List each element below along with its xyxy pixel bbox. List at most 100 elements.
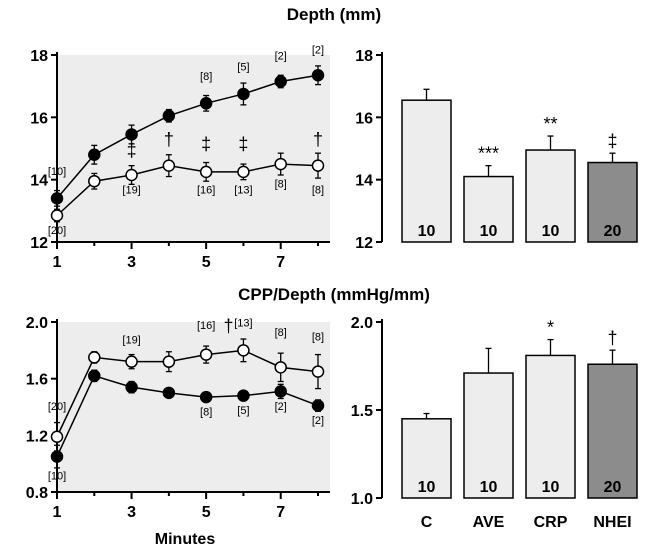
y-tick-label: 1.0 xyxy=(351,491,373,508)
data-point-open xyxy=(125,168,138,182)
bar-sample-size: 20 xyxy=(604,479,622,496)
depth-bar-chart: 12 14 16 18 10 10 *** 10 ** 20 ‡ xyxy=(355,48,638,252)
cpp-line-chart: 0.8 1.2 1.6 2.0 1 3 5 7 [20] [10] [19] [16] [13] [8] [… xyxy=(26,315,330,521)
significance-marker: ‡ xyxy=(607,131,617,151)
data-point-filled xyxy=(199,390,213,404)
data-point-filled xyxy=(311,399,325,412)
data-point-filled xyxy=(274,385,287,398)
series-line-open xyxy=(56,163,319,217)
sample-size-annotation: [8] xyxy=(312,185,324,197)
bar-sample-size: 10 xyxy=(480,479,498,496)
bar-sample-size: 10 xyxy=(542,223,560,240)
data-point-filled xyxy=(88,369,101,383)
y-tick-label: 1.2 xyxy=(26,428,48,445)
bar-sample-size: 10 xyxy=(542,479,560,496)
sample-size-annotation: [2] xyxy=(312,44,324,56)
x-tick-label: 5 xyxy=(202,504,211,521)
data-point-filled xyxy=(199,97,213,110)
significance-marker: † xyxy=(224,316,234,336)
plot-background xyxy=(57,55,330,242)
y-tick-label: 16 xyxy=(355,110,373,127)
data-point-filled xyxy=(162,386,176,400)
data-point-filled xyxy=(50,192,64,205)
y-tick-label: 0.8 xyxy=(26,485,48,502)
data-point-open xyxy=(274,361,287,374)
data-point-filled xyxy=(311,69,325,82)
sample-size-annotation: [13] xyxy=(234,317,252,329)
sample-size-annotation: [5] xyxy=(237,405,249,417)
x-tick-label: 3 xyxy=(127,504,136,521)
sample-size-annotation: [5] xyxy=(237,62,249,74)
plot-background xyxy=(57,322,330,492)
sample-size-annotation: [13] xyxy=(234,185,252,197)
bar-crp xyxy=(525,354,576,499)
data-point-filled xyxy=(125,380,138,394)
significance-marker: *** xyxy=(478,144,499,164)
data-point-filled xyxy=(50,450,64,463)
sample-size-annotation: [19] xyxy=(122,185,140,197)
y-tick-label: 12 xyxy=(355,235,373,252)
data-point-filled xyxy=(237,389,250,402)
data-point-open xyxy=(50,209,64,222)
x-tick-label: CRP xyxy=(534,514,568,531)
x-tick-label: 1 xyxy=(53,504,62,521)
data-point-open xyxy=(237,165,250,179)
sample-size-annotation: [8] xyxy=(200,407,212,419)
sample-size-annotation: [8] xyxy=(275,178,287,190)
data-point-open xyxy=(88,351,101,364)
y-tick-label: 16 xyxy=(30,110,48,127)
data-point-open xyxy=(162,159,176,172)
sample-size-annotation: [8] xyxy=(312,331,324,343)
data-point-filled xyxy=(125,128,138,141)
bar-c xyxy=(401,99,452,243)
y-tick-label: 14 xyxy=(30,173,48,190)
x-tick-label: AVE xyxy=(473,514,505,531)
y-tick-label: 14 xyxy=(355,173,373,190)
series-line-filled xyxy=(56,74,319,199)
series-line-filled xyxy=(56,374,319,457)
x-axis-label-minutes: Minutes xyxy=(155,531,216,546)
sample-size-annotation: [2] xyxy=(275,51,287,63)
data-point-filled xyxy=(274,75,287,88)
bar-ave xyxy=(463,175,514,243)
x-tick-label: 7 xyxy=(276,254,285,271)
data-point-filled xyxy=(88,148,101,161)
bar-sample-size: 10 xyxy=(480,223,498,240)
data-point-open xyxy=(311,365,325,378)
bar-nhei xyxy=(587,161,638,243)
cpp-section-title: CPP/Depth (mmHg/mm) xyxy=(238,285,430,304)
sample-size-annotation: [8] xyxy=(275,327,287,339)
x-tick-label: 1 xyxy=(53,254,62,271)
significance-marker: † xyxy=(313,129,323,149)
y-tick-label: 18 xyxy=(30,48,48,65)
significance-marker: ‡ xyxy=(201,134,211,154)
significance-marker: ‡ xyxy=(127,140,137,160)
data-point-open xyxy=(88,174,101,188)
x-tick-label: 5 xyxy=(202,254,211,271)
data-point-open xyxy=(237,344,250,357)
data-point-open xyxy=(199,348,213,361)
sample-size-annotation: [10] xyxy=(48,470,66,482)
x-tick-label: NHEI xyxy=(593,514,631,531)
data-point-open xyxy=(162,355,176,368)
sample-size-annotation: [20] xyxy=(48,225,66,237)
sample-size-annotation: [16] xyxy=(197,185,215,197)
depth-section-title: Depth (mm) xyxy=(287,5,381,24)
data-point-open xyxy=(311,159,325,172)
bar-sample-size: 10 xyxy=(418,479,436,496)
data-point-open xyxy=(274,157,287,171)
bar-crp xyxy=(525,149,576,243)
x-tick-label: 7 xyxy=(276,504,285,521)
y-tick-label: 1.5 xyxy=(351,403,373,420)
data-point-open xyxy=(199,165,213,179)
sample-size-annotation: [10] xyxy=(48,166,66,178)
data-point-open xyxy=(125,355,138,368)
cpp-bar-chart: 1.0 1.5 2.0 10 C 10 AVE 10 * CRP 20 † NHEI xyxy=(351,315,638,531)
sample-size-annotation: [19] xyxy=(122,334,140,346)
data-point-filled xyxy=(237,87,250,101)
data-point-open xyxy=(50,430,64,443)
bar-sample-size: 20 xyxy=(604,223,622,240)
depth-line-chart: 12 14 16 18 1 3 5 7 [10] [20] [19] [16] [13] [8] [8] [8… xyxy=(30,44,330,271)
sample-size-annotation: [16] xyxy=(197,320,215,332)
bar-ave xyxy=(463,372,514,499)
